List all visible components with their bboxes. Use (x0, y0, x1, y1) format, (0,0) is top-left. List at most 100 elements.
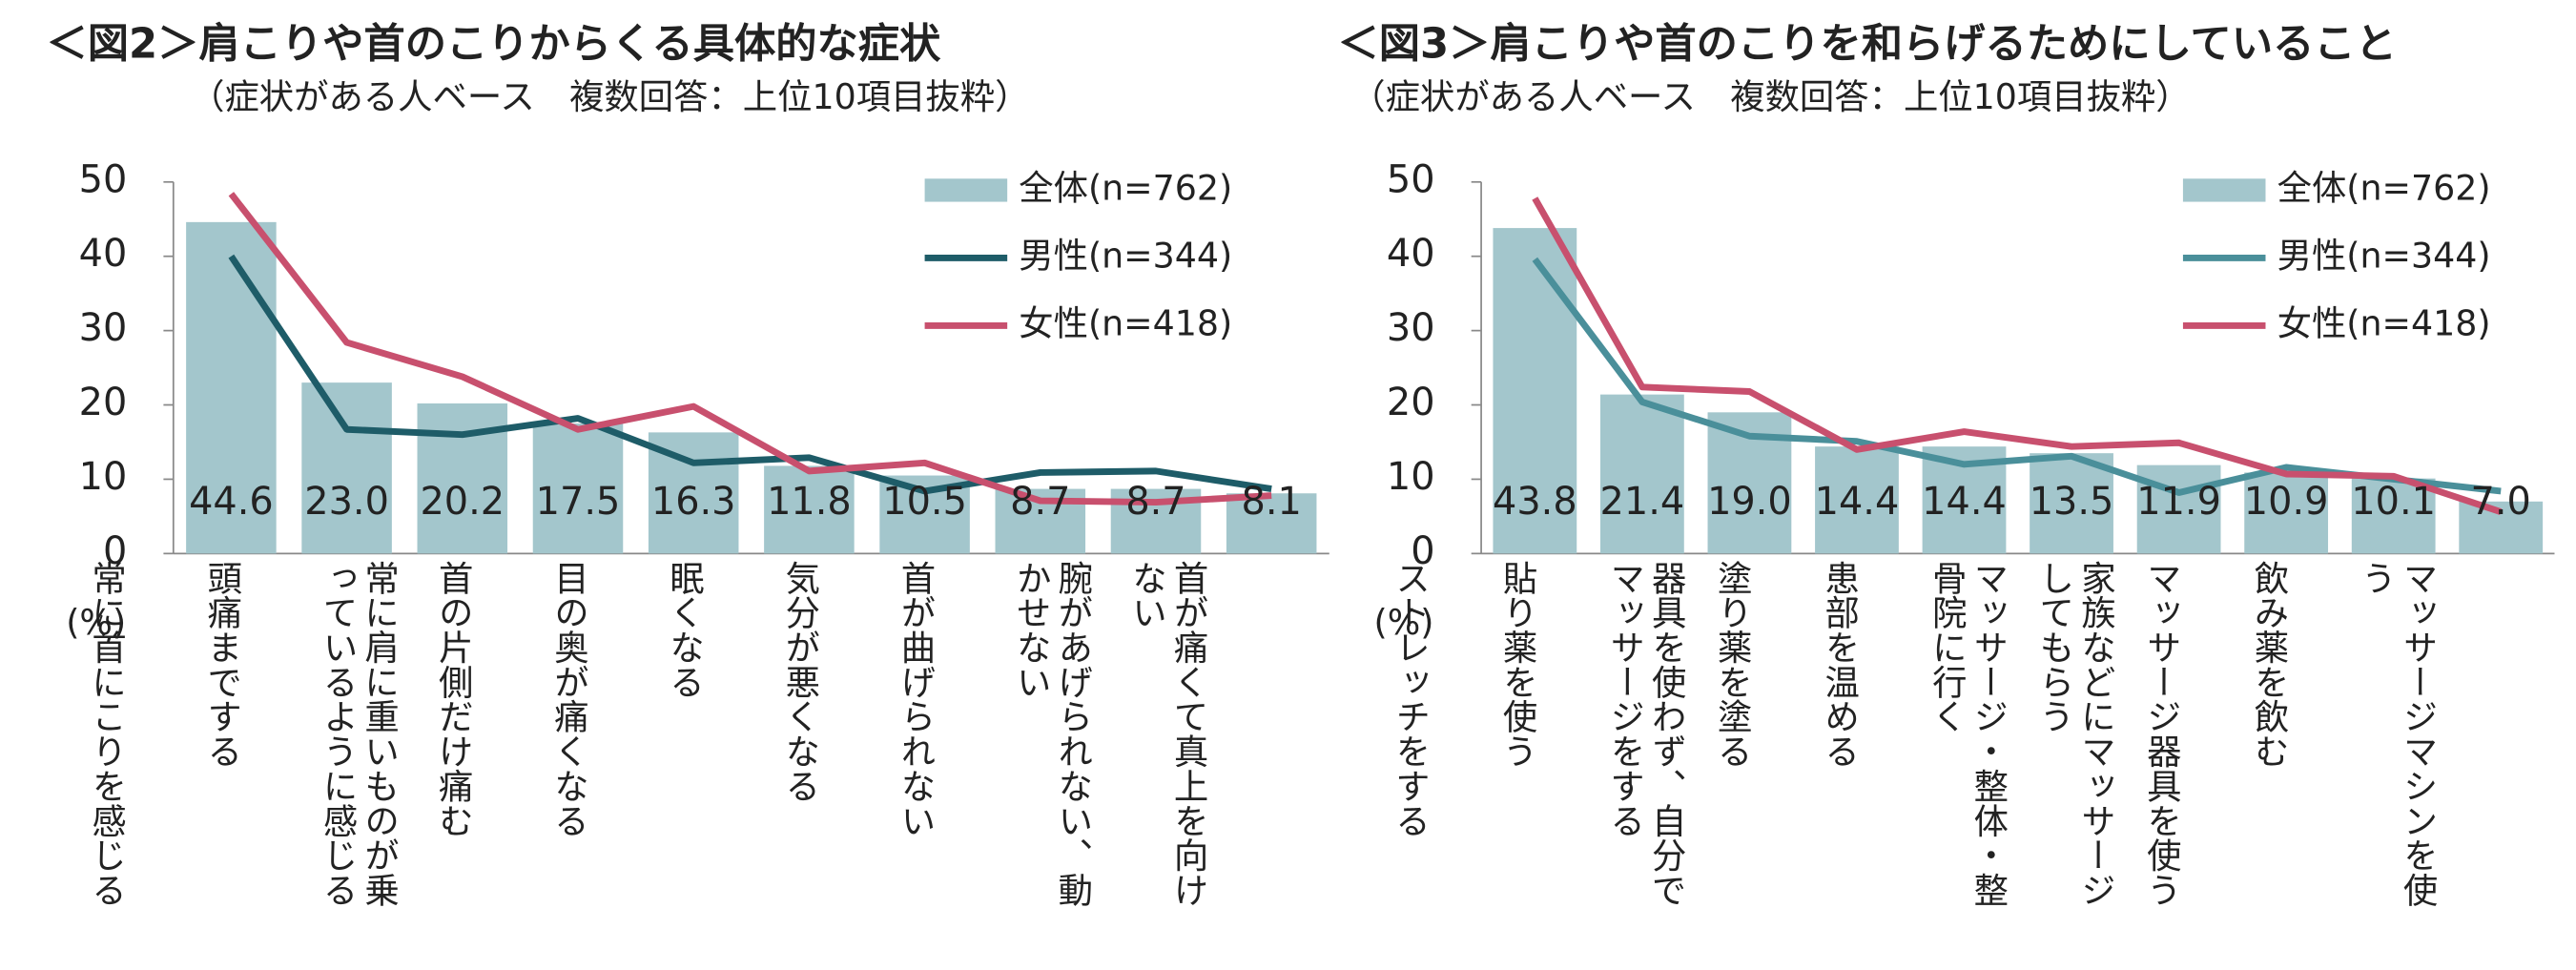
x-tick-label: 首が痛くて真上を向けない (1127, 560, 1210, 907)
x-tick-label: 家族などにマッサージしてもらう (2035, 560, 2117, 907)
chart-subtitle: （症状がある人ベース 複数回答：上位10項目抜粋） (1350, 76, 2190, 117)
x-tick-label-box: 眠くなる (666, 560, 706, 699)
x-tick-label-box: 貼り薬を使う (1498, 560, 1539, 769)
y-tick-label: 10 (79, 455, 128, 499)
y-tick-label: 40 (79, 232, 128, 276)
chart-subtitle: （症状がある人ベース 複数回答：上位10項目抜粋） (190, 76, 1029, 117)
y-tick-label: 20 (79, 381, 128, 424)
x-tick-label-box: 首が痛くて真上を向けない (1127, 560, 1210, 907)
x-tick-label: 眠くなる (666, 560, 706, 699)
data-label: 14.4 (1815, 480, 1900, 524)
bar (1493, 228, 1577, 554)
x-tick-label-box: 家族などにマッサージしてもらう (2035, 560, 2117, 907)
data-label: 20.2 (420, 480, 505, 524)
x-tick-label-box: マッサージ・整体・整骨院に行く (1927, 560, 2009, 907)
y-tick-label: 20 (1387, 381, 1435, 424)
data-label: 8.1 (1242, 480, 1302, 524)
legend-swatch (924, 178, 1008, 202)
x-tick-label: ストレッチをする (1391, 560, 1432, 838)
y-tick-label: 40 (1387, 232, 1435, 276)
x-tick-label-box: マッサージ器具を使う (2142, 560, 2183, 907)
y-tick-label: 50 (79, 157, 128, 201)
line-series (228, 192, 1272, 506)
x-tick-label-box: 常に肩に重いものが乗っているように感じる (319, 560, 401, 907)
legend-label: 男性(n=344) (2277, 235, 2491, 276)
data-label: 7.0 (2471, 480, 2531, 524)
x-tick-label: 貼り薬を使う (1498, 560, 1539, 769)
x-tick-label: マッサージマシンを使う (2357, 560, 2440, 907)
x-tick-label-box: 腕があげられない、動かせない (1012, 560, 1094, 907)
x-tick-label-box: 飲み薬を飲む (2250, 560, 2290, 769)
bar (1226, 493, 1317, 554)
data-label: 10.5 (882, 480, 967, 524)
bar (417, 402, 508, 554)
x-tick-label: 気分が悪くなる (781, 560, 821, 803)
chart-title: ＜図2＞肩こりや首のこりからくる具体的な症状 (46, 20, 941, 68)
legend-swatch (2182, 178, 2266, 202)
y-tick-label: 50 (1387, 157, 1435, 201)
x-tick-label: 器具を使わず、自分でマッサージをする (1606, 560, 1688, 907)
y-tick-label: 0 (103, 529, 127, 573)
data-label: 21.4 (1600, 480, 1685, 524)
x-tick-label-box: 塗り薬を塗る (1713, 560, 1754, 769)
bar (2244, 472, 2329, 554)
data-label: 23.0 (304, 480, 389, 524)
bar (764, 465, 855, 554)
bar (1815, 446, 1899, 554)
x-tick-label: 目の奥が痛くなる (549, 560, 590, 838)
bar (2030, 453, 2113, 554)
bar (2351, 478, 2436, 554)
data-label: 43.8 (1493, 480, 1577, 524)
legend-label: 全体(n=762) (2277, 167, 2491, 208)
x-tick-label: 常に肩に重いものが乗っているように感じる (319, 560, 401, 907)
x-tick-label-box: 気分が悪くなる (781, 560, 821, 803)
legend-label: 全体(n=762) (1019, 167, 1232, 208)
data-label: 17.5 (536, 480, 621, 524)
y-tick-label: 10 (1387, 455, 1435, 499)
x-tick-label: 首の片側だけ痛む (434, 560, 475, 838)
data-label: 10.1 (2351, 480, 2436, 524)
data-label: 8.7 (1125, 480, 1185, 524)
legend-label: 女性(n=418) (2277, 302, 2491, 343)
data-label: 11.9 (2136, 480, 2221, 524)
data-label: 11.8 (767, 480, 852, 524)
x-tick-label-box: 首が曲げられない (896, 560, 938, 838)
x-tick-label-box: 目の奥が痛くなる (549, 560, 590, 838)
x-tick-label: 首が曲げられない (896, 560, 938, 838)
x-tick-label: 飲み薬を飲む (2250, 560, 2290, 769)
x-tick-label: 腕があげられない、動かせない (1012, 560, 1094, 907)
x-tick-label-box: 患部を温める (1821, 560, 1861, 769)
bar (301, 382, 392, 554)
x-tick-label-box: 常に首にこりを感じる (88, 560, 128, 907)
bar (186, 221, 277, 554)
data-label: 16.3 (651, 480, 736, 524)
x-tick-label: 常に首にこりを感じる (88, 560, 128, 907)
line-series (1532, 196, 2503, 516)
data-label: 19.0 (1707, 480, 1792, 524)
bar (1599, 394, 1684, 554)
x-tick-label-box: マッサージマシンを使う (2357, 560, 2440, 907)
y-axis-label: (%) (66, 602, 126, 643)
x-tick-label: マッサージ器具を使う (2142, 560, 2183, 907)
x-tick-label: 頭痛までする (203, 560, 243, 769)
y-tick-label: 30 (1387, 306, 1435, 350)
y-tick-label: 0 (1411, 529, 1434, 573)
x-tick-label: マッサージ・整体・整骨院に行く (1927, 560, 2009, 907)
x-tick-label-box: 頭痛までする (203, 560, 243, 769)
chart-title: ＜図3＞肩こりや首のこりを和らげるためにしていること (1337, 20, 2396, 68)
x-tick-label-box: 器具を使わず、自分でマッサージをする (1606, 560, 1688, 907)
line-series (228, 254, 1272, 495)
data-label: 10.9 (2244, 480, 2329, 524)
data-label: 14.4 (1922, 480, 2007, 524)
x-tick-label: 塗り薬を塗る (1713, 560, 1754, 769)
x-tick-label: 患部を温める (1821, 560, 1861, 769)
bar (532, 423, 624, 554)
data-label: 13.5 (2030, 480, 2114, 524)
legend-label: 男性(n=344) (1019, 235, 1232, 276)
y-tick-label: 30 (79, 306, 128, 350)
y-axis-label: (%) (1374, 602, 1434, 643)
data-label: 44.6 (189, 480, 274, 524)
legend-label: 女性(n=418) (1019, 302, 1232, 343)
x-tick-label-box: 首の片側だけ痛む (434, 560, 475, 838)
